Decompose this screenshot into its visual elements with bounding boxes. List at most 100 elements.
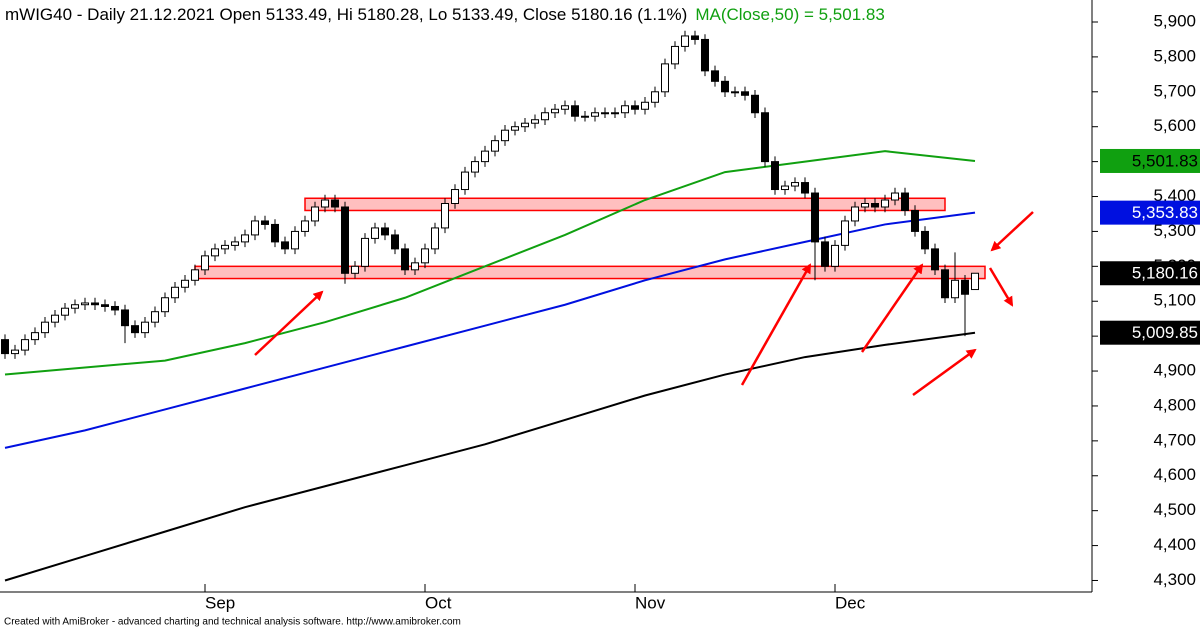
candle-body: [941, 269, 949, 299]
candle-body: [501, 129, 509, 142]
candle-body: [861, 203, 869, 208]
candle-body: [631, 105, 639, 110]
candle-body: [701, 38, 709, 72]
moving-average: [4, 211, 976, 449]
candle-body: [561, 105, 569, 110]
arrow: [860, 263, 924, 353]
candle-body: [81, 302, 89, 306]
candle-body: [321, 199, 329, 208]
y-tick-label: 4,800: [1153, 395, 1196, 414]
candle-body: [851, 206, 859, 222]
value-box: [1100, 261, 1200, 286]
price-zone: [304, 197, 946, 212]
candle-body: [691, 35, 699, 40]
candle-body: [921, 230, 929, 250]
candle-body: [741, 91, 749, 96]
candle-body: [511, 126, 519, 131]
candle-body: [521, 122, 529, 128]
candle-body: [761, 112, 769, 163]
candle-body: [621, 105, 629, 114]
arrow: [740, 263, 812, 386]
candle-body: [781, 185, 789, 191]
x-tick-label: Nov: [635, 593, 666, 612]
candle-body: [281, 241, 289, 250]
arrow: [254, 290, 324, 356]
candle-body: [181, 279, 189, 288]
y-tick-label: 4,500: [1153, 500, 1196, 519]
y-tick-label: 4,900: [1153, 361, 1196, 380]
title-text: mWIG40 - Daily 21.12.2021 Open 5133.49, …: [5, 5, 687, 24]
value-box-label: 5,353.83: [1132, 203, 1198, 222]
candle-body: [681, 35, 689, 47]
candle-body: [661, 63, 669, 93]
candle-body: [331, 199, 339, 208]
candle-body: [71, 304, 79, 309]
candle-body: [201, 255, 209, 271]
candle-body: [771, 161, 779, 191]
candle-body: [231, 241, 239, 246]
candle-body: [211, 248, 219, 257]
y-tick-label: 4,700: [1153, 430, 1196, 449]
candle-body: [51, 314, 59, 323]
annotation-arrows: [254, 211, 1034, 397]
y-tick-label: 5,100: [1153, 291, 1196, 310]
candle-body: [131, 325, 139, 334]
candle-body: [531, 119, 539, 124]
candle-body: [421, 248, 429, 264]
candle-body: [791, 182, 799, 187]
candle-body: [111, 305, 119, 311]
value-box: [1100, 148, 1200, 173]
candle-body: [371, 227, 379, 239]
footer: Created with AmiBroker - advanced charti…: [4, 617, 461, 628]
candle-body: [361, 237, 369, 267]
candle-body: [451, 189, 459, 204]
value-box-label: 5,009.85: [1132, 323, 1198, 342]
candle-body: [821, 241, 829, 267]
candle-body: [161, 297, 169, 313]
arrow: [912, 348, 977, 397]
candle-body: [411, 262, 419, 271]
x-tick-label: Oct: [425, 593, 452, 612]
candle-body: [961, 279, 969, 295]
candle-body: [341, 206, 349, 274]
moving-average: [4, 331, 976, 582]
y-tick-label: 5,700: [1153, 81, 1196, 100]
y-tick-label: 5,800: [1153, 46, 1196, 65]
candle-body: [351, 265, 359, 274]
y-tick-label: 5,600: [1153, 116, 1196, 135]
candle-body: [931, 248, 939, 271]
candle-body: [11, 349, 19, 355]
candle-body: [191, 269, 199, 281]
candle-body: [91, 302, 99, 306]
candle-body: [311, 206, 319, 222]
candle-body: [21, 339, 29, 351]
candle-body: [881, 199, 889, 208]
candle-body: [291, 230, 299, 250]
candle-body: [61, 307, 69, 316]
candle-body: [251, 220, 259, 236]
candle-body: [271, 223, 279, 243]
candle-body: [151, 311, 159, 323]
arrow: [988, 267, 1014, 307]
ma-label: MA(Close,50) = 5,501.83: [695, 5, 884, 24]
candle-body: [101, 304, 109, 307]
moving-average: [4, 150, 976, 376]
candle-body: [121, 309, 129, 327]
candle-body: [951, 279, 959, 299]
candle-body: [841, 220, 849, 246]
candle-body: [171, 286, 179, 299]
candle-body: [461, 171, 469, 191]
candle-body: [801, 182, 809, 194]
candle-body: [721, 80, 729, 93]
value-box-label: 5,180.16: [1132, 264, 1198, 283]
candle-body: [751, 94, 759, 114]
candle-body: [901, 192, 909, 211]
candle-body: [731, 91, 739, 94]
candle-body: [141, 321, 149, 334]
y-tick-label: 5,900: [1153, 11, 1196, 30]
candle-body: [651, 91, 659, 103]
candle-body: [391, 234, 399, 250]
candle-body: [971, 272, 979, 291]
candle-body: [221, 244, 229, 250]
